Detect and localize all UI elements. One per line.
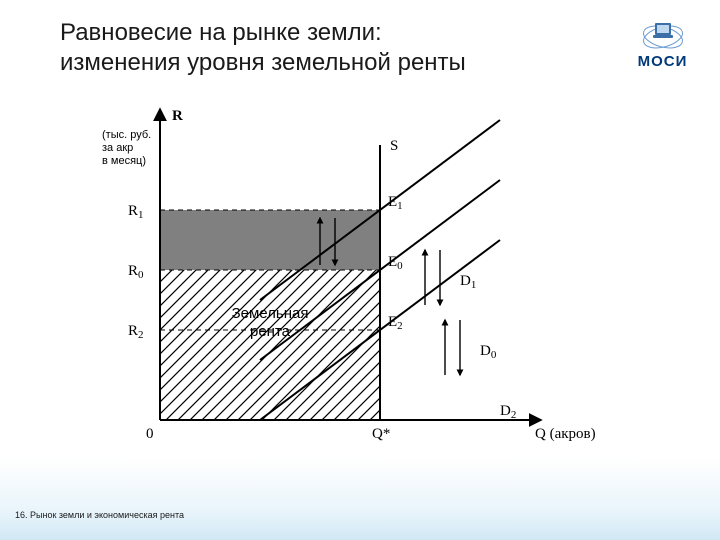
- svg-text:D1: D1: [460, 273, 476, 291]
- svg-text:D2: D2: [500, 403, 516, 421]
- svg-text:Q*: Q*: [372, 426, 390, 442]
- svg-text:(тыс. руб.: (тыс. руб.: [102, 129, 151, 141]
- slide: Равновесие на рынке земли: изменения уро…: [0, 0, 720, 540]
- title-line1: Равновесие на рынке земли:: [60, 19, 382, 46]
- svg-text:R1: R1: [128, 203, 144, 221]
- svg-text:Земельная: Земельная: [232, 305, 309, 322]
- logo-image: [639, 15, 687, 51]
- svg-text:Q (акров): Q (акров): [535, 426, 596, 442]
- slide-title: Равновесие на рынке земли: изменения уро…: [60, 18, 560, 78]
- logo: МОСИ: [625, 15, 700, 70]
- svg-text:рента: рента: [250, 323, 291, 340]
- logo-text: МОСИ: [625, 53, 700, 70]
- svg-text:R0: R0: [128, 263, 144, 281]
- chart: S R (тыс. руб.за акрв месяц) R1 R0 R2 D1 D0 D2 E1…: [100, 90, 620, 470]
- svg-text:E1: E1: [388, 194, 403, 212]
- svg-text:в месяц): в месяц): [102, 155, 146, 167]
- svg-text:R2: R2: [128, 323, 144, 341]
- svg-text:R: R: [172, 108, 183, 124]
- footer: 16. Рынок земли и экономическая рента: [15, 510, 184, 520]
- svg-text:за акр: за акр: [102, 142, 133, 154]
- svg-text:0: 0: [146, 426, 154, 442]
- svg-text:S: S: [390, 138, 398, 154]
- title-line2: изменения уровня земельной ренты: [60, 49, 466, 76]
- svg-text:E2: E2: [388, 314, 403, 332]
- svg-text:E0: E0: [388, 254, 403, 272]
- svg-text:D0: D0: [480, 343, 497, 361]
